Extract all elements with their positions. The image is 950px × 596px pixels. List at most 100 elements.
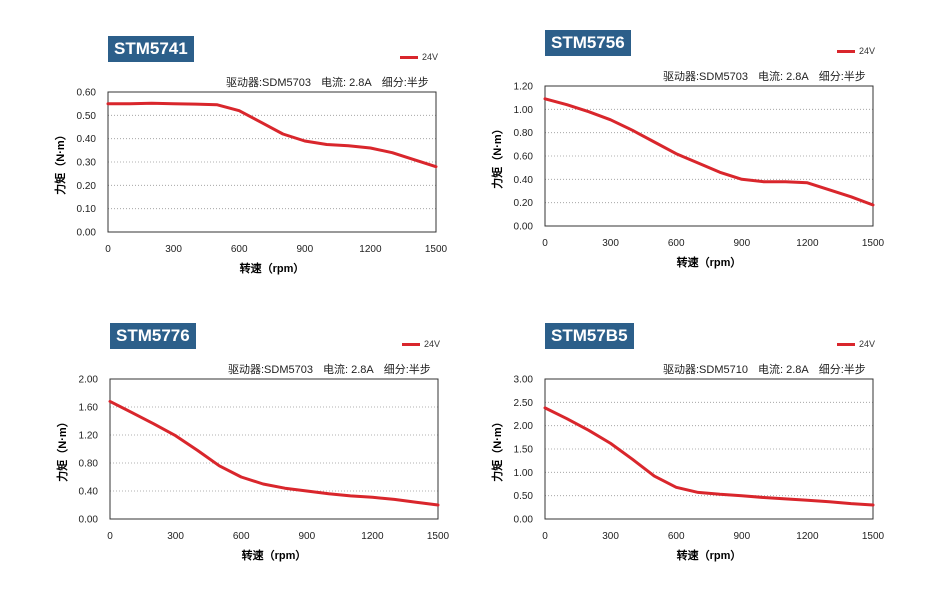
x-tick-label: 0 bbox=[542, 238, 548, 249]
driver-info: 驱动器:SDM5703 电流: 2.8A 细分:半步 bbox=[226, 74, 429, 90]
y-tick-label: 0.00 bbox=[514, 222, 534, 233]
x-tick-label: 1500 bbox=[862, 531, 885, 542]
microstep-label: 细分:半步 bbox=[383, 364, 431, 376]
y-tick-label: 3.00 bbox=[514, 375, 534, 386]
x-tick-label: 900 bbox=[733, 238, 750, 249]
legend-label: 24V bbox=[424, 339, 441, 349]
plot-frame bbox=[109, 378, 439, 520]
y-tick-label: 0.00 bbox=[77, 228, 97, 239]
x-tick-label: 0 bbox=[105, 244, 111, 255]
y-tick-label: 0.00 bbox=[514, 515, 534, 526]
microstep-label: 细分:半步 bbox=[381, 77, 429, 89]
y-tick-label: 0.50 bbox=[514, 491, 534, 502]
series-line-24v bbox=[108, 399, 440, 507]
chart-title: STM5756 bbox=[545, 30, 631, 56]
microstep-label: 细分:半步 bbox=[818, 364, 866, 376]
chart-panel-1: STM5756 24V 驱动器:SDM5703 电流: 2.8A 细分:半步 0.00 0.… bbox=[490, 30, 950, 300]
y-tick-label: 2.00 bbox=[514, 421, 534, 432]
y-tick-label: 0.00 bbox=[79, 515, 99, 526]
chart-svg: 0.00 0.20 0.40 0.60 0.80 1.00 1.20 0 300 600 900 12… bbox=[490, 82, 885, 270]
y-axis-title: 力矩（N·m） bbox=[490, 123, 504, 188]
legend: 24V bbox=[837, 46, 875, 56]
driver-info: 驱动器:SDM5703 电流: 2.8A 细分:半步 bbox=[228, 361, 431, 377]
x-tick-label: 600 bbox=[233, 531, 250, 542]
x-tick-label: 900 bbox=[296, 244, 313, 255]
microstep-label: 细分:半步 bbox=[818, 71, 866, 83]
y-tick-label: 1.00 bbox=[514, 105, 534, 116]
y-tick-label: 0.80 bbox=[79, 459, 99, 470]
y-tick-label: 2.50 bbox=[514, 398, 534, 409]
x-axis-title: 转速（rpm） bbox=[242, 548, 307, 562]
x-tick-label: 300 bbox=[167, 531, 184, 542]
x-tick-label: 900 bbox=[298, 531, 315, 542]
x-tick-label: 300 bbox=[602, 238, 619, 249]
y-tick-label: 0.20 bbox=[77, 181, 97, 192]
y-tick-label: 2.00 bbox=[79, 375, 99, 386]
y-tick-label: 0.60 bbox=[514, 152, 534, 163]
x-tick-label: 1200 bbox=[359, 244, 382, 255]
legend-swatch bbox=[402, 342, 420, 346]
x-tick-label: 1500 bbox=[862, 238, 885, 249]
y-tick-label: 0.50 bbox=[77, 111, 97, 122]
x-tick-label: 600 bbox=[231, 244, 248, 255]
x-tick-label: 900 bbox=[733, 531, 750, 542]
y-tick-label: 0.40 bbox=[79, 487, 99, 498]
driver-label: 驱动器:SDM5710 bbox=[663, 364, 748, 376]
current-label: 电流: 2.8A bbox=[757, 364, 809, 376]
series-line-24v bbox=[543, 97, 875, 207]
driver-label: 驱动器:SDM5703 bbox=[663, 71, 748, 83]
driver-info: 驱动器:SDM5703 电流: 2.8A 细分:半步 bbox=[663, 68, 866, 84]
x-tick-label: 1200 bbox=[796, 531, 819, 542]
series-line-24v bbox=[106, 101, 438, 169]
plot-frame bbox=[544, 378, 874, 520]
y-tick-label: 0.10 bbox=[77, 204, 97, 215]
y-axis-title: 力矩（N·m） bbox=[490, 416, 504, 481]
legend: 24V bbox=[402, 339, 440, 349]
driver-label: 驱动器:SDM5703 bbox=[226, 77, 311, 89]
legend-swatch bbox=[400, 55, 418, 59]
plot-frame bbox=[107, 91, 437, 233]
x-axis-title: 转速（rpm） bbox=[677, 548, 742, 562]
current-label: 电流: 2.8A bbox=[322, 364, 374, 376]
y-tick-label: 1.20 bbox=[514, 82, 534, 93]
legend: 24V bbox=[837, 339, 875, 349]
x-tick-label: 1200 bbox=[796, 238, 819, 249]
chart-svg: 0.00 0.50 1.00 1.50 2.00 2.50 3.00 0 300 600 900 12… bbox=[490, 375, 885, 563]
x-axis-title: 转速（rpm） bbox=[677, 255, 742, 269]
legend-swatch bbox=[837, 342, 855, 346]
chart-title: STM5776 bbox=[110, 323, 196, 349]
y-tick-label: 1.60 bbox=[79, 403, 99, 414]
chart-panel-3: STM57B5 24V 驱动器:SDM5710 电流: 2.8A 细分:半步 0.00 0.… bbox=[490, 323, 950, 593]
y-tick-label: 1.50 bbox=[514, 445, 534, 456]
x-tick-label: 1500 bbox=[427, 531, 450, 542]
x-tick-label: 0 bbox=[542, 531, 548, 542]
y-axis-title: 力矩（N·m） bbox=[53, 129, 67, 194]
x-tick-label: 600 bbox=[668, 238, 685, 249]
x-axis-title: 转速（rpm） bbox=[240, 261, 305, 275]
chart-svg: 0.00 0.10 0.20 0.30 0.40 0.50 0.60 0 300 600 900 12… bbox=[53, 88, 448, 276]
x-tick-label: 0 bbox=[107, 531, 113, 542]
legend: 24V bbox=[400, 52, 438, 62]
current-label: 电流: 2.8A bbox=[320, 77, 372, 89]
chart-panel-0: STM5741 24V 驱动器:SDM5703 电流: 2.8A 细分:半步 0.00 0.… bbox=[53, 36, 548, 306]
legend-swatch bbox=[837, 49, 855, 53]
x-tick-label: 300 bbox=[165, 244, 182, 255]
x-tick-label: 1200 bbox=[361, 531, 384, 542]
chart-title: STM5741 bbox=[108, 36, 194, 62]
y-tick-label: 0.30 bbox=[77, 158, 97, 169]
driver-label: 驱动器:SDM5703 bbox=[228, 364, 313, 376]
driver-info: 驱动器:SDM5710 电流: 2.8A 细分:半步 bbox=[663, 361, 866, 377]
y-tick-label: 0.40 bbox=[77, 134, 97, 145]
current-label: 电流: 2.8A bbox=[757, 71, 809, 83]
x-tick-label: 300 bbox=[602, 531, 619, 542]
x-tick-label: 600 bbox=[668, 531, 685, 542]
y-tick-label: 0.20 bbox=[514, 198, 534, 209]
plot-frame bbox=[544, 85, 874, 227]
chart-title: STM57B5 bbox=[545, 323, 634, 349]
chart-panel-2: STM5776 24V 驱动器:SDM5703 电流: 2.8A 细分:半步 0.00 0.… bbox=[55, 323, 550, 593]
legend-label: 24V bbox=[859, 46, 876, 56]
y-tick-label: 0.60 bbox=[77, 88, 97, 99]
y-tick-label: 0.40 bbox=[514, 175, 534, 186]
x-tick-label: 1500 bbox=[425, 244, 448, 255]
y-tick-label: 0.80 bbox=[514, 128, 534, 139]
